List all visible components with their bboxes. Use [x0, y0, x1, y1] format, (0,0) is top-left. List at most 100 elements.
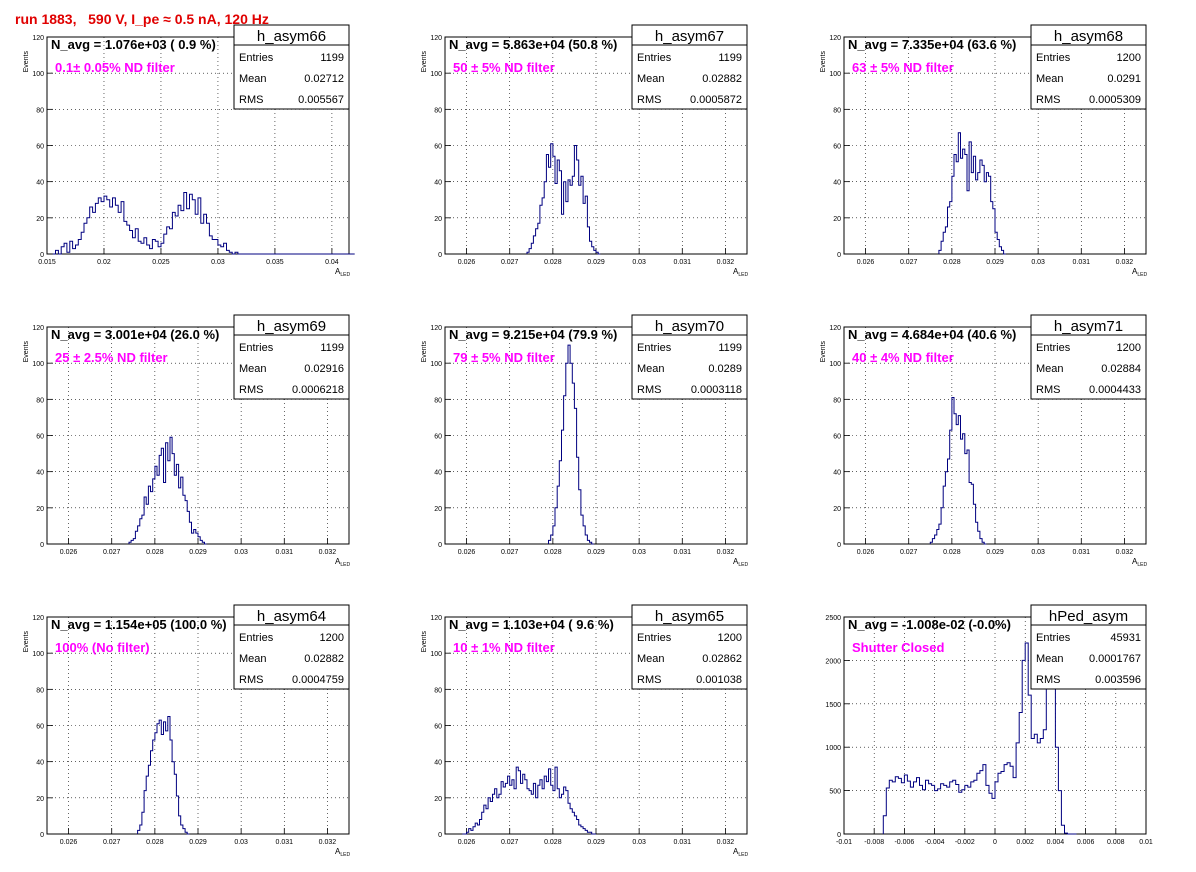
histogram-panel-h_asym65: 0.026 0.027 0.028 0.029 0.03 0.031 0.032 0 20 40 6…: [421, 604, 748, 858]
y-tick-label: 120: [430, 325, 442, 332]
y-axis-title: Events: [421, 341, 428, 363]
n-avg-label: N_avg = 5.863e+04 (50.8 %): [449, 37, 617, 52]
y-axis-title: Events: [820, 341, 827, 363]
y-tick-label: 40: [833, 470, 841, 477]
stats-value: 1200: [718, 632, 742, 644]
histogram-panel-h_asym67: 0.026 0.027 0.028 0.029 0.03 0.031 0.032 0 20 40 6…: [421, 24, 748, 278]
x-tick-label: 0.032: [1116, 549, 1134, 556]
x-tick-label: 0.03: [1031, 549, 1045, 556]
y-tick-label: 80: [434, 687, 442, 694]
x-axis-title: ALED: [733, 847, 748, 858]
x-tick-label: -0.006: [894, 839, 914, 846]
stats-box-title: h_asym69: [257, 318, 326, 335]
y-axis-title: Events: [421, 631, 428, 653]
y-tick-label: 1500: [825, 702, 841, 709]
stats-key: Entries: [239, 52, 274, 64]
x-axis-title-subscript: LED: [340, 852, 350, 858]
y-tick-label: 40: [434, 180, 442, 187]
x-tick-label: 0.027: [900, 549, 918, 556]
x-tick-label: 0.03: [234, 549, 248, 556]
y-tick-label: 120: [430, 615, 442, 622]
stats-value: 0.0004433: [1089, 384, 1141, 396]
stats-key: RMS: [637, 674, 661, 686]
histogram-line: [548, 344, 594, 545]
stats-key: Mean: [637, 653, 665, 665]
stats-key: Entries: [637, 342, 672, 354]
x-tick-label: 0.031: [674, 259, 692, 266]
stats-key: Entries: [1036, 52, 1071, 64]
filter-label: 79 ± 5% ND filter: [453, 350, 555, 365]
histogram-line: [128, 436, 207, 545]
stats-key: RMS: [1036, 94, 1060, 106]
x-axis-title: ALED: [733, 267, 748, 278]
x-tick-label: 0.026: [857, 549, 875, 556]
histogram-line: [938, 132, 1006, 255]
stats-value: 1199: [320, 342, 344, 354]
y-tick-label: 80: [833, 397, 841, 404]
x-tick-label: 0.03: [1031, 259, 1045, 266]
x-tick-label: 0.031: [674, 839, 692, 846]
x-tick-label: 0: [993, 839, 997, 846]
stats-key: Entries: [637, 632, 672, 644]
y-tick-label: 100: [430, 71, 442, 78]
stats-key: RMS: [239, 674, 263, 686]
y-tick-label: 20: [36, 796, 44, 803]
y-tick-label: 1000: [825, 745, 841, 752]
stats-value: 0.0005872: [690, 94, 742, 106]
n-avg-label: N_avg = 1.154e+05 (100.0 %): [51, 617, 227, 632]
stats-value: 0.0003118: [691, 384, 742, 396]
stats-value: 0.02884: [1101, 363, 1141, 375]
y-tick-label: 40: [36, 760, 44, 767]
y-tick-label: 60: [36, 434, 44, 441]
x-tick-label: 0.002: [1016, 839, 1034, 846]
x-tick-label: 0.031: [276, 839, 294, 846]
stats-value: 1200: [320, 632, 344, 644]
stats-box: [233, 24, 350, 110]
x-axis-title-main: A: [335, 847, 341, 856]
x-axis-title-main: A: [733, 267, 739, 276]
x-tick-label: 0.035: [266, 259, 284, 266]
x-tick-label: 0.026: [458, 839, 476, 846]
stats-value: 0.003596: [1095, 674, 1141, 686]
n-avg-label: N_avg = 9.215e+04 (79.9 %): [449, 327, 617, 342]
histogram-line: [137, 716, 190, 835]
y-tick-label: 2000: [825, 658, 841, 665]
stats-value: 0.02712: [304, 73, 344, 85]
y-tick-label: 0: [438, 252, 442, 259]
x-tick-label: 0.029: [189, 549, 207, 556]
x-tick-label: -0.004: [925, 839, 945, 846]
y-tick-label: 0: [40, 252, 44, 259]
x-axis-title: ALED: [1132, 267, 1147, 278]
stats-box: [631, 24, 748, 110]
y-tick-label: 20: [833, 506, 841, 513]
x-tick-label: 0.026: [60, 549, 78, 556]
stats-value: 0.0005309: [1089, 94, 1141, 106]
y-tick-label: 100: [32, 361, 44, 368]
histogram-panel-h_asym66: 0.015 0.02 0.025 0.03 0.035 0.04 0 20 40 60 80 100 1…: [23, 24, 355, 278]
stats-value: 0.0001767: [1089, 653, 1141, 665]
stats-key: RMS: [239, 384, 263, 396]
stats-value: 0.02882: [304, 653, 344, 665]
stats-value: 0.0291: [1107, 73, 1141, 85]
y-tick-label: 80: [36, 687, 44, 694]
stats-key: Mean: [239, 73, 267, 85]
y-tick-label: 0: [40, 542, 44, 549]
x-tick-label: 0.031: [1073, 259, 1091, 266]
stats-box: [1030, 314, 1147, 400]
stats-value: 0.02862: [702, 653, 742, 665]
y-tick-label: 120: [829, 35, 841, 42]
x-tick-label: 0.015: [38, 259, 56, 266]
x-tick-label: 0.026: [60, 839, 78, 846]
y-tick-label: 40: [36, 180, 44, 187]
x-tick-label: 0.029: [587, 259, 605, 266]
stats-key: Mean: [239, 363, 267, 375]
x-tick-label: 0.032: [319, 839, 337, 846]
y-tick-label: 40: [434, 760, 442, 767]
x-tick-label: -0.002: [955, 839, 975, 846]
x-tick-label: 0.004: [1047, 839, 1065, 846]
filter-label: 100% (No filter): [55, 640, 150, 655]
x-axis-title: ALED: [1132, 557, 1147, 568]
x-tick-label: 0.025: [152, 259, 170, 266]
x-tick-label: 0.028: [544, 259, 562, 266]
filter-label: 10 ± 1% ND filter: [453, 640, 555, 655]
